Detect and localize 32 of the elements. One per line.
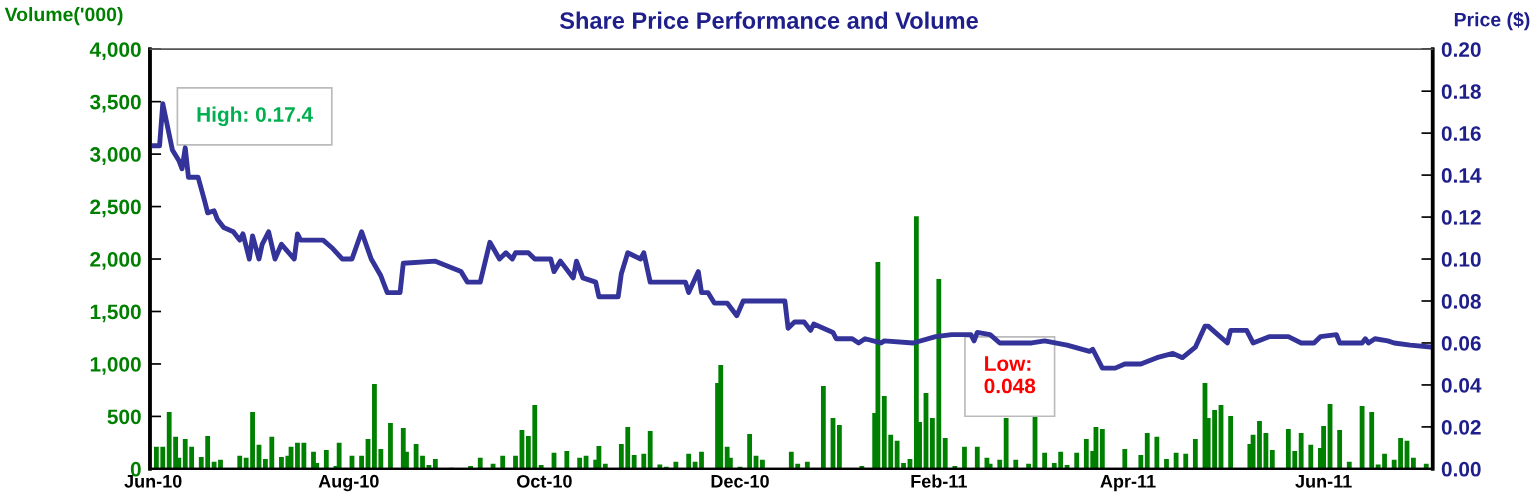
y-tick-label: 4,000	[89, 42, 141, 60]
y2-tick-label: 0.20	[1441, 42, 1481, 57]
y2-tick-label: 0.08	[1441, 294, 1481, 309]
y2-axis-title: Price ($)	[1454, 11, 1530, 31]
annotation: Low: 0.048	[984, 356, 1036, 394]
y-tick-label: 2,000	[90, 252, 141, 270]
x-tick-label: Dec-10	[711, 474, 769, 488]
y2-tick-label: 0.12	[1441, 210, 1481, 225]
x-tick-label: Feb-11	[911, 474, 967, 488]
y2-tick-label: 0.04	[1441, 377, 1482, 393]
y-tick-label: 500	[107, 409, 141, 425]
y2-tick-label: 0.10	[1441, 252, 1481, 267]
x-tick-label: Aug-10	[318, 474, 379, 492]
y2-tick-label: 0.00	[1441, 461, 1481, 477]
y-axis-title: Volume('000)	[4, 7, 123, 26]
y2-tick-label: 0.02	[1441, 419, 1481, 435]
y-tick-label: 1,000	[90, 356, 141, 375]
x-tick-label: Jun-11	[1295, 475, 1352, 488]
y-tick-label: 0	[130, 461, 141, 477]
y-tick-label: 3,500	[89, 94, 141, 113]
chart-title: Share Price Performance and Volume	[559, 11, 978, 29]
y-tick-label: 3,000	[89, 147, 141, 165]
y-tick-label: 1,500	[90, 304, 141, 323]
annotation: High: 0.17.4	[197, 106, 313, 127]
y2-tick-label: 0.18	[1441, 84, 1481, 99]
x-tick-label: Apr-11	[1100, 475, 1156, 492]
y2-tick-label: 0.16	[1441, 126, 1481, 141]
y-tick-label: 2,500	[90, 199, 141, 218]
x-tick-label: Jun-10	[124, 474, 182, 488]
x-tick-label: Oct-10	[517, 474, 572, 488]
y2-tick-label: 0.06	[1441, 335, 1481, 351]
y2-tick-label: 0.14	[1441, 168, 1482, 183]
